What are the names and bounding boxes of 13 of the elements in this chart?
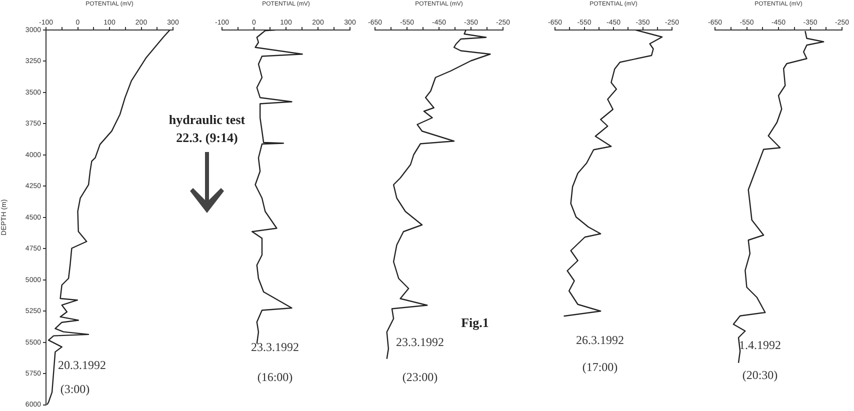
annotation: (17:00): [582, 360, 618, 375]
annotation: 20.3.1992: [58, 358, 106, 373]
annotation: (20:30): [742, 368, 778, 383]
annotation: 26.3.1992: [576, 333, 624, 348]
annotation: Fig.1: [461, 315, 489, 331]
annotation: 23.3.1992: [396, 335, 444, 350]
annotation: 1.4.1992: [739, 338, 781, 353]
annotation: (3:00): [60, 382, 90, 397]
annotation: (23:00): [402, 370, 438, 385]
annotation: 23.3.1992: [251, 340, 299, 355]
annotation: hydraulic test: [168, 112, 246, 128]
annotation: 22.3. (9:14): [176, 130, 238, 146]
annotation: (16:00): [257, 370, 293, 385]
